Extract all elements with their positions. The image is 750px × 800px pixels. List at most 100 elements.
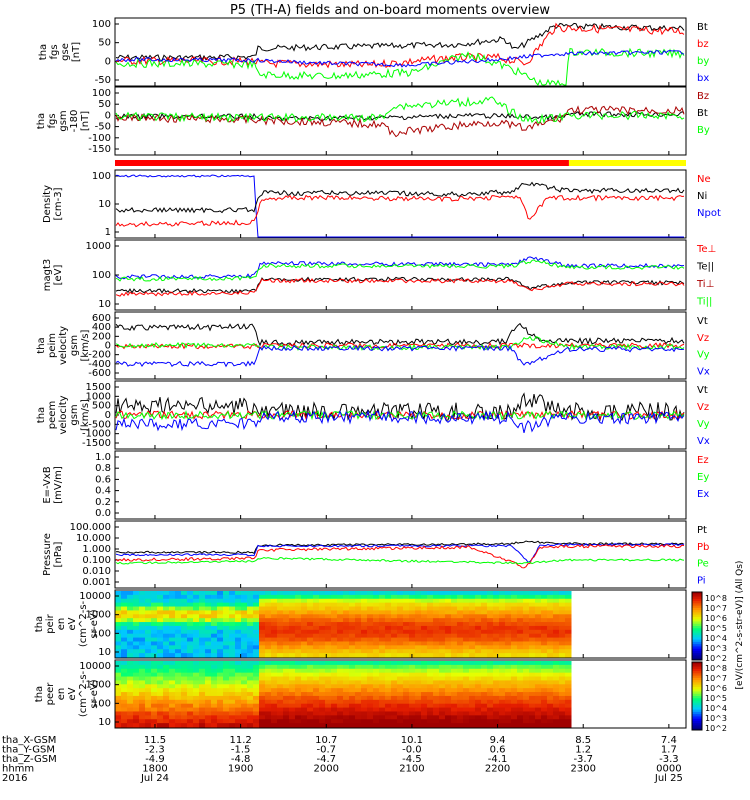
- spectrogram-cell: [151, 629, 158, 635]
- spectrogram-cell: [553, 672, 560, 678]
- chart-title: P5 (TH-A) fields and on-board moments ov…: [230, 3, 550, 18]
- spectrogram-cell: [541, 606, 548, 611]
- spectrogram-cell: [211, 622, 218, 627]
- spectrogram-cell: [169, 695, 176, 701]
- spectrogram-cell: [115, 610, 122, 615]
- spectrogram-cell: [253, 602, 260, 608]
- spectrogram-cell: [337, 653, 344, 658]
- spectrogram-cell: [547, 688, 554, 693]
- spectrogram-cell: [355, 672, 362, 678]
- spectrogram-cell: [181, 637, 188, 642]
- spectrogram-cell: [439, 622, 446, 627]
- legend-entry: Vz: [697, 333, 709, 344]
- spectrogram-cell: [331, 637, 338, 642]
- spectrogram-cell: [229, 594, 236, 600]
- spectrogram-cell: [361, 614, 368, 619]
- spectrogram-cell: [115, 641, 122, 646]
- spectrogram-cell: [451, 598, 458, 604]
- spectrogram-cell: [169, 625, 176, 631]
- spectrogram-cell: [175, 707, 182, 712]
- spectrogram-cell: [235, 606, 242, 611]
- spectrogram-cell: [193, 602, 200, 608]
- spectrogram-cell: [481, 618, 488, 623]
- spectrogram-cell: [337, 591, 344, 596]
- spectrogram-cell: [463, 606, 470, 611]
- spectrogram-cell: [463, 618, 470, 623]
- spectrogram-cell: [439, 661, 446, 666]
- spectrogram-cell: [235, 680, 242, 685]
- spectrogram-cell: [283, 641, 290, 646]
- spectrogram-cell: [355, 719, 362, 724]
- spectrogram-cell: [337, 618, 344, 623]
- spectrogram-cell: [373, 594, 380, 600]
- spectrogram-cell: [445, 719, 452, 724]
- spectrogram-cell: [289, 707, 296, 712]
- spectrogram-cell: [517, 629, 524, 635]
- spectrogram-cell: [421, 668, 428, 674]
- spectrogram-cell: [385, 676, 392, 681]
- series-Ni: [115, 181, 685, 214]
- spectrogram-cell: [247, 653, 254, 658]
- spectrogram-cell: [373, 629, 380, 635]
- spectrogram-cell: [403, 699, 410, 705]
- spectrogram-cell: [361, 719, 368, 724]
- spectrogram-cell: [175, 695, 182, 701]
- spectrogram-cell: [331, 606, 338, 611]
- spectrogram-cell: [559, 707, 566, 712]
- spectrogram-cell: [337, 684, 344, 689]
- spectrogram-cell: [547, 625, 554, 631]
- spectrogram-cell: [121, 594, 128, 600]
- spectrogram-cell: [355, 699, 362, 705]
- spectrogram-cell: [199, 684, 206, 689]
- spectrogram-cell: [277, 625, 284, 631]
- spectrogram-cell: [187, 723, 194, 728]
- spectrogram-cell: [505, 695, 512, 701]
- spectrogram-cell: [313, 610, 320, 615]
- spectrogram-cell: [373, 606, 380, 611]
- spectrogram-cell: [199, 680, 206, 685]
- spectrogram-cell: [379, 598, 386, 604]
- legend-entry: Ti||: [696, 297, 712, 308]
- spectrogram-cell: [283, 703, 290, 709]
- spectrogram-cell: [169, 602, 176, 608]
- spectrogram-cell: [535, 707, 542, 712]
- spectrogram-cell: [301, 653, 308, 658]
- spectrogram-cell: [181, 707, 188, 712]
- spectrogram-cell: [475, 723, 482, 728]
- spectrogram-cell: [493, 606, 500, 611]
- spectrogram-cell: [511, 622, 518, 627]
- spectrogram-cell: [325, 625, 332, 631]
- spectrogram-cell: [247, 610, 254, 615]
- spectrogram-cell: [385, 672, 392, 678]
- spectrogram-cell: [283, 661, 290, 666]
- spectrogram-cell: [175, 602, 182, 608]
- spectrogram-cell: [523, 699, 530, 705]
- colorbar-swatch: [692, 637, 702, 641]
- spectrogram-cell: [559, 641, 566, 646]
- spectrogram-cell: [259, 668, 266, 674]
- spectrogram-cell: [253, 684, 260, 689]
- spectrogram-cell: [499, 649, 506, 654]
- spectrogram-cell: [181, 645, 188, 650]
- spectrogram-cell: [211, 719, 218, 724]
- spectrogram-cell: [421, 723, 428, 728]
- spectrogram-cell: [547, 699, 554, 705]
- spectrogram-cell: [163, 606, 170, 611]
- spectrogram-cell: [313, 668, 320, 674]
- spectrogram-cell: [559, 614, 566, 619]
- spectrogram-cell: [553, 699, 560, 705]
- series-Te-perp: [115, 278, 685, 297]
- spectrogram-cell: [385, 715, 392, 720]
- spectrogram-cell: [187, 606, 194, 611]
- spectrogram-cell: [403, 688, 410, 693]
- spectrogram-cell: [403, 633, 410, 639]
- spectrogram-cell: [475, 622, 482, 627]
- spectrogram-cell: [535, 711, 542, 716]
- y-axis-label: fgs: [49, 44, 60, 59]
- orbit-value: 7.4: [661, 735, 677, 746]
- spectrogram-cell: [385, 618, 392, 623]
- spectrogram-cell: [397, 680, 404, 685]
- spectrogram-cell: [235, 664, 242, 670]
- colorbar-swatch: [692, 707, 702, 711]
- spectrogram-cell: [505, 699, 512, 705]
